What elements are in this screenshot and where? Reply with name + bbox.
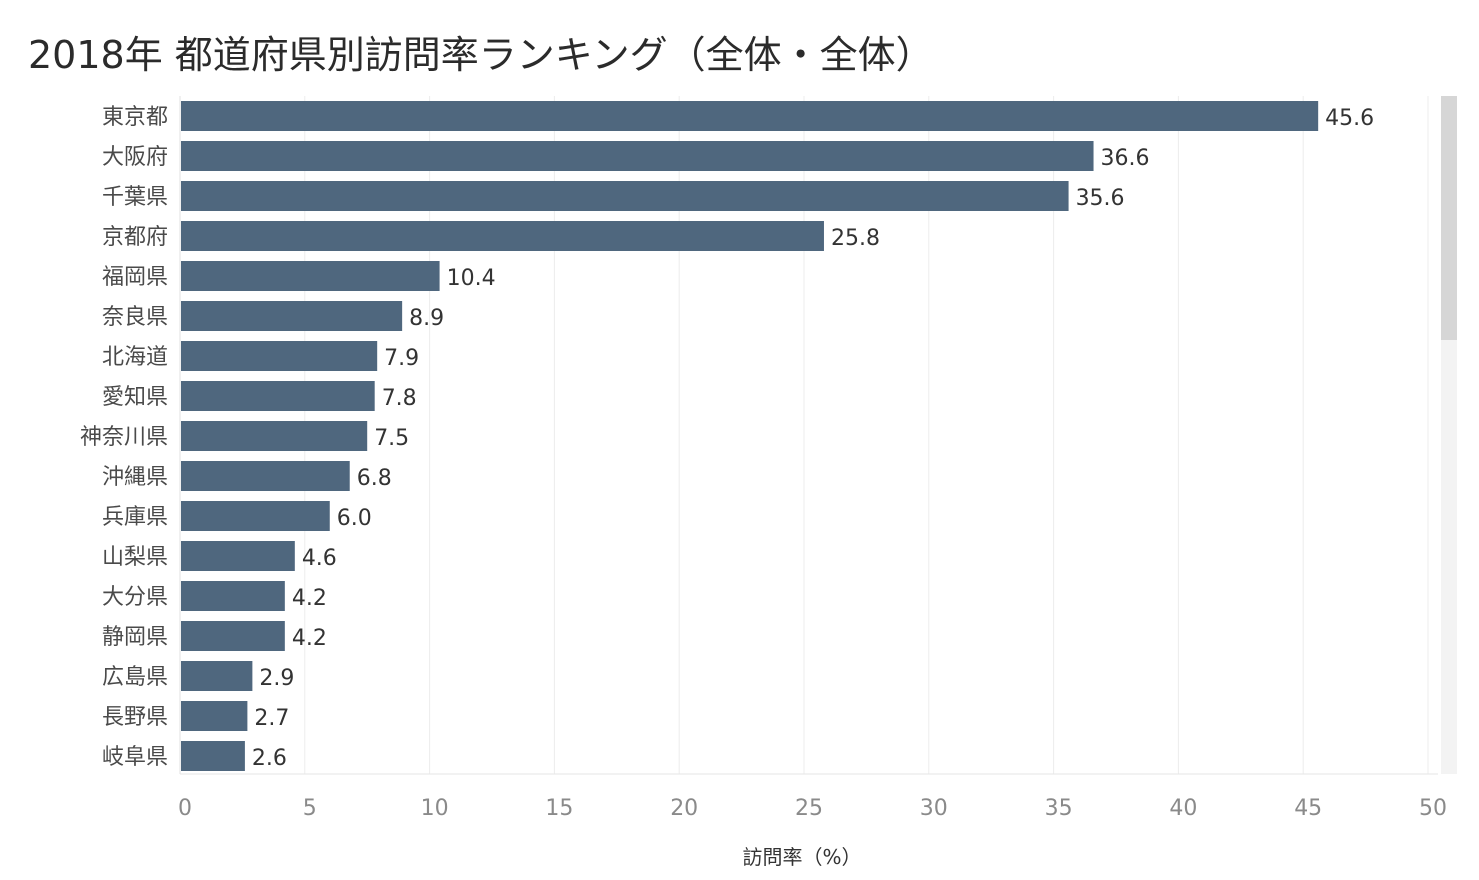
x-tick-label: 10 xyxy=(421,796,449,821)
bar[interactable] xyxy=(181,701,248,731)
bar[interactable] xyxy=(181,101,1319,131)
x-tick-label: 35 xyxy=(1045,796,1073,821)
x-axis-title: 訪問率（%） xyxy=(742,845,861,869)
bar[interactable] xyxy=(181,541,295,571)
value-label: 35.6 xyxy=(1076,186,1125,211)
bar[interactable] xyxy=(181,421,368,451)
bar[interactable] xyxy=(181,381,375,411)
x-tick-label: 25 xyxy=(795,796,823,821)
x-tick-label: 30 xyxy=(920,796,948,821)
category-label: 神奈川県 xyxy=(80,425,168,450)
bars xyxy=(181,101,1319,771)
category-label: 兵庫県 xyxy=(102,505,168,530)
chart-title: 2018年 都道府県別訪問率ランキング（全体・全体） xyxy=(28,33,934,77)
x-tick-label: 50 xyxy=(1419,796,1447,821)
category-label: 長野県 xyxy=(102,705,168,730)
value-label: 7.5 xyxy=(374,426,409,451)
category-label: 東京都 xyxy=(102,105,168,130)
value-label: 10.4 xyxy=(447,266,496,291)
x-tick-label: 15 xyxy=(545,796,573,821)
value-label: 7.9 xyxy=(384,346,419,371)
x-axis-ticks: 0 5 10 15 20 25 30 35 40 45 50 xyxy=(178,796,1447,821)
value-label: 45.6 xyxy=(1325,106,1374,131)
value-labels: 45.636.635.625.810.48.97.97.87.56.86.04.… xyxy=(252,106,1374,771)
value-label: 4.2 xyxy=(292,626,327,651)
x-tick-label: 40 xyxy=(1169,796,1197,821)
x-tick-label: 20 xyxy=(670,796,698,821)
category-labels: 東京都大阪府千葉県京都府福岡県奈良県北海道愛知県神奈川県沖縄県兵庫県山梨県大分県… xyxy=(80,105,168,770)
value-label: 25.8 xyxy=(831,226,880,251)
scrollbar-thumb[interactable] xyxy=(1441,96,1457,340)
x-tick-label: 45 xyxy=(1294,796,1322,821)
category-label: 福岡県 xyxy=(102,265,168,290)
bar[interactable] xyxy=(181,741,245,771)
bar[interactable] xyxy=(181,621,285,651)
value-label: 6.0 xyxy=(337,506,372,531)
value-label: 6.8 xyxy=(357,466,392,491)
bar[interactable] xyxy=(181,461,350,491)
category-label: 北海道 xyxy=(102,345,168,370)
category-label: 山梨県 xyxy=(102,545,168,570)
value-label: 2.7 xyxy=(254,706,289,731)
category-label: 奈良県 xyxy=(102,305,168,330)
value-label: 4.2 xyxy=(292,586,327,611)
x-tick-label: 5 xyxy=(303,796,317,821)
bar[interactable] xyxy=(181,261,440,291)
bar[interactable] xyxy=(181,221,824,251)
bar[interactable] xyxy=(181,341,378,371)
category-label: 静岡県 xyxy=(102,625,168,650)
category-label: 岐阜県 xyxy=(102,745,168,770)
category-label: 沖縄県 xyxy=(102,465,168,490)
value-label: 2.6 xyxy=(252,746,287,771)
bar[interactable] xyxy=(181,501,330,531)
category-label: 大阪府 xyxy=(102,145,168,170)
bar[interactable] xyxy=(181,581,285,611)
value-label: 4.6 xyxy=(302,546,337,571)
bar[interactable] xyxy=(181,181,1069,211)
value-label: 8.9 xyxy=(409,306,444,331)
x-tick-label: 0 xyxy=(178,796,192,821)
category-label: 京都府 xyxy=(102,225,168,250)
value-label: 36.6 xyxy=(1101,146,1150,171)
category-label: 千葉県 xyxy=(102,185,168,210)
vertical-scrollbar[interactable] xyxy=(1441,96,1457,774)
bar[interactable] xyxy=(181,141,1094,171)
category-label: 愛知県 xyxy=(102,385,168,410)
value-label: 2.9 xyxy=(259,666,294,691)
value-label: 7.8 xyxy=(382,386,417,411)
category-label: 広島県 xyxy=(102,665,168,690)
bar[interactable] xyxy=(181,301,403,331)
bar[interactable] xyxy=(181,661,253,691)
category-label: 大分県 xyxy=(102,585,168,610)
